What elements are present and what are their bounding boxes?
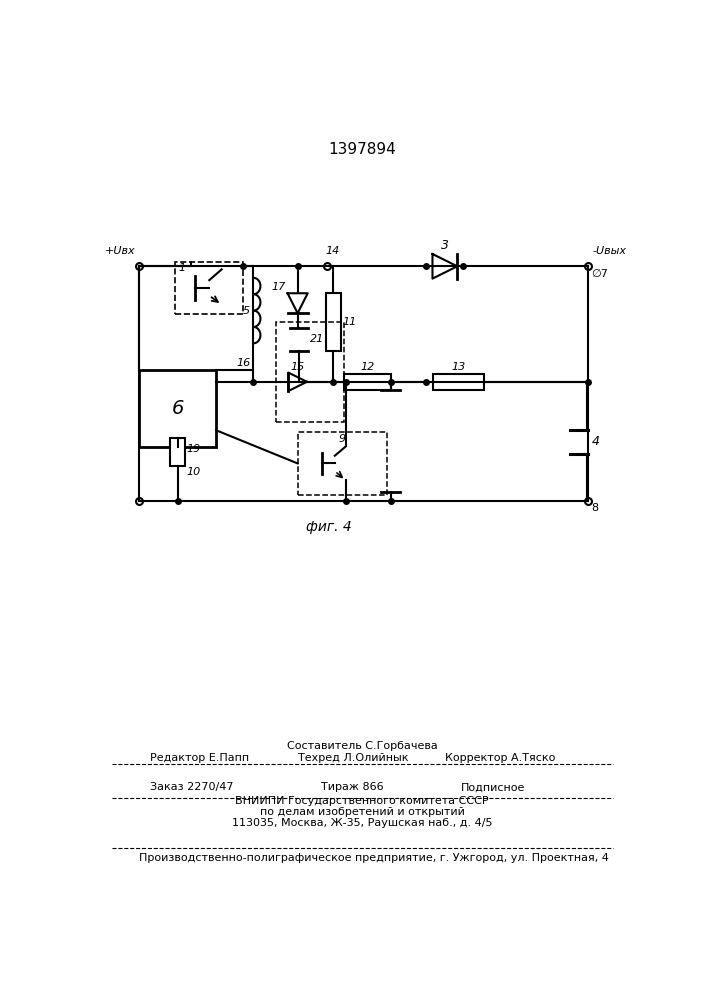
Text: 16: 16 [237,358,251,368]
Text: 6: 6 [171,399,184,418]
Text: Подписное: Подписное [460,782,525,792]
Text: 10: 10 [187,467,201,477]
Text: 11: 11 [343,317,357,327]
Text: Составитель С.Горбачева: Составитель С.Горбачева [286,741,438,751]
Text: Тираж 866: Тираж 866 [321,782,383,792]
Bar [276,322,344,422]
Bar [344,374,391,389]
Bar [433,374,484,389]
Bar [170,438,185,466]
Text: Корректор А.Тяско: Корректор А.Тяско [445,753,555,763]
Bar [325,293,341,351]
Text: фиг. 4: фиг. 4 [305,520,351,534]
Text: 17: 17 [271,282,286,292]
Text: Техред Л.Олийнык: Техред Л.Олийнык [298,753,408,763]
Text: по делам изобретений и открытий: по делам изобретений и открытий [259,807,464,817]
Text: ∅7: ∅7 [591,269,608,279]
Text: 13: 13 [451,362,466,372]
Text: 12: 12 [361,362,375,372]
Text: Производственно-полиграфическое предприятие, г. Ужгород, ул. Проектная, 4: Производственно-полиграфическое предприя… [139,853,609,863]
Text: -Uвых: -Uвых [592,246,626,256]
Text: 1397894: 1397894 [328,142,396,157]
Text: 113035, Москва, Ж-35, Раушская наб., д. 4/5: 113035, Москва, Ж-35, Раушская наб., д. … [232,818,492,828]
Text: 4: 4 [591,435,600,448]
Text: 21: 21 [310,334,325,344]
Text: 3: 3 [441,239,449,252]
Text: 1: 1 [178,263,185,273]
Text: +Uвх: +Uвх [105,246,136,256]
Bar [175,262,243,314]
Text: 19: 19 [187,444,201,454]
Text: 14: 14 [325,246,340,256]
Bar [298,432,387,495]
Text: 8: 8 [591,503,598,513]
Bar [139,370,216,447]
Text: 5: 5 [243,306,250,316]
Text: 9: 9 [339,434,346,444]
Text: Редактор Е.Папп: Редактор Е.Папп [151,753,250,763]
Text: ВНИИПИ Государственного комитета СССР: ВНИИПИ Государственного комитета СССР [235,796,489,806]
Text: Заказ 2270/47: Заказ 2270/47 [151,782,234,792]
Text: 15: 15 [291,362,305,372]
